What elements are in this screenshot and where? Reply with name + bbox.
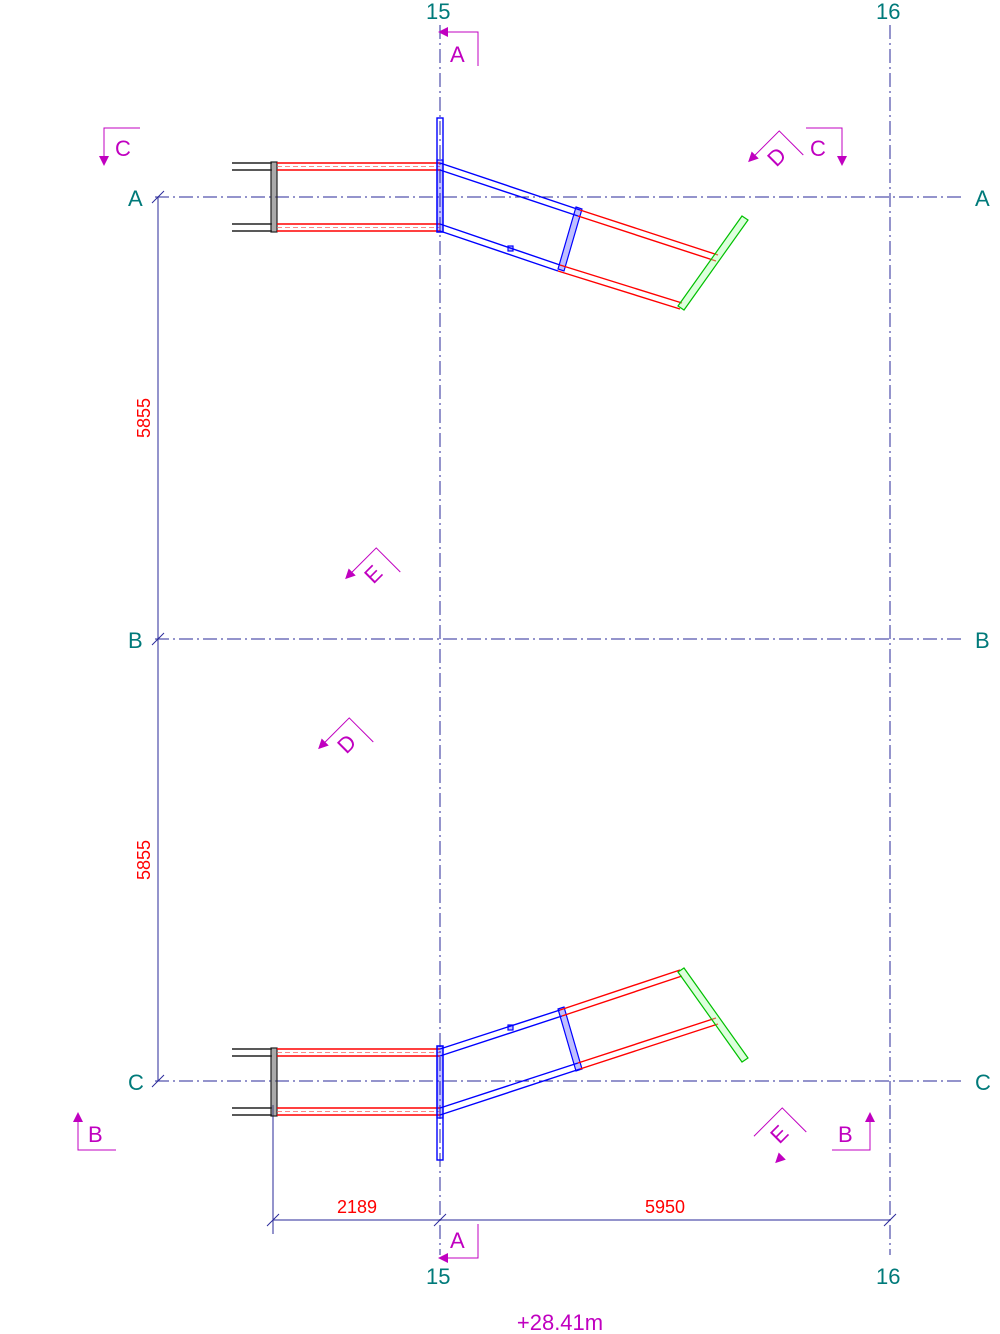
section-label-c-left: C	[115, 136, 131, 161]
section-label-a-bottom: A	[450, 1228, 465, 1253]
section-marker-a-bottom: A	[438, 1224, 479, 1263]
grid-label-16-top: 16	[876, 0, 900, 24]
section-marker-b-right: B	[832, 1112, 875, 1151]
section-marker-d-mid: D	[318, 717, 374, 758]
section-marker-b-left: B	[73, 1112, 116, 1151]
section-label-b-left: B	[88, 1122, 103, 1147]
grid-label-c-right: C	[975, 1070, 991, 1095]
section-label-b-right: B	[838, 1122, 853, 1147]
section-label-d-top: D	[762, 142, 791, 171]
grid-label-16-bottom: 16	[876, 1264, 900, 1289]
grid-label-15-top: 15	[426, 0, 450, 24]
section-marker-e-bottom: E	[753, 1107, 807, 1164]
level-label: +28.41m	[517, 1310, 603, 1334]
dimension-ab: 5855	[134, 398, 154, 438]
section-label-e-bottom: E	[765, 1120, 793, 1148]
bottom-structure	[232, 967, 749, 1161]
grid-label-b-right: B	[975, 628, 990, 653]
grid-lines	[155, 25, 965, 1255]
top-structure	[232, 117, 749, 311]
section-marker-a-top: A	[438, 27, 479, 67]
dimension-left: 2189	[337, 1197, 377, 1217]
vertical-dimension-chain: 5855 5855	[134, 190, 165, 1088]
grid-labels: A A B B C C 15 15 16 16	[128, 0, 991, 1289]
section-marker-c-right: C	[806, 127, 847, 166]
dimension-bc: 5855	[134, 840, 154, 880]
section-label-a-top: A	[450, 42, 465, 67]
section-label-e-mid: E	[359, 560, 387, 588]
grid-label-a-left: A	[128, 186, 143, 211]
grid-label-a-right: A	[975, 186, 990, 211]
grid-label-c-left: C	[128, 1070, 144, 1095]
section-label-c-right: C	[810, 136, 826, 161]
section-marker-c-left: C	[99, 127, 140, 166]
section-label-d-mid: D	[332, 729, 361, 758]
dimension-right: 5950	[645, 1197, 685, 1217]
section-marker-e-mid: E	[345, 547, 401, 588]
section-marker-d-top: D	[748, 130, 804, 171]
grid-label-b-left: B	[128, 628, 143, 653]
horizontal-dimension-chain: 2189 5950	[266, 1105, 897, 1234]
grid-label-15-bottom: 15	[426, 1264, 450, 1289]
